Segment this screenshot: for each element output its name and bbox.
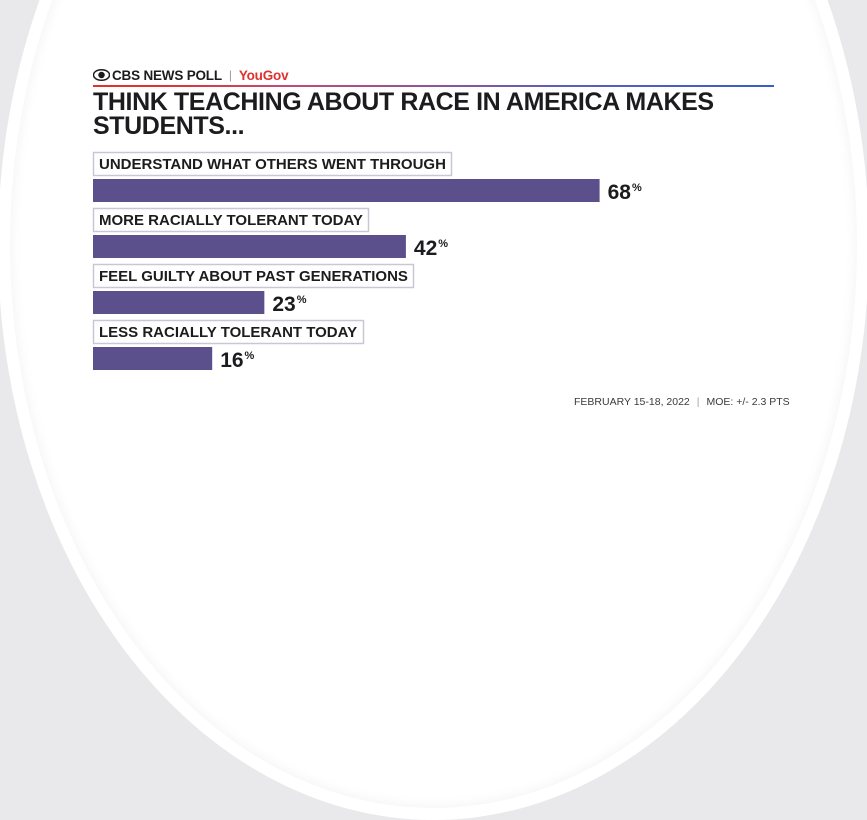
category-label-box bbox=[92, 319, 365, 345]
data-label: 68 bbox=[608, 181, 632, 204]
chart-title: THINK TEACHING ABOUT RACE IN AMERICA MAK… bbox=[93, 88, 714, 140]
brand-partner: YouGov bbox=[238, 67, 289, 83]
footer: FEBRUARY 15-18, 2022 | MOE: +/- 2.3 PTS bbox=[574, 396, 790, 408]
bar bbox=[93, 291, 265, 314]
category-label-box bbox=[92, 207, 370, 233]
category-label-box bbox=[92, 151, 453, 177]
brand-header: CBS NEWS POLL | YouGov bbox=[93, 66, 289, 84]
bar bbox=[93, 179, 600, 202]
cbs-eye-icon bbox=[93, 69, 110, 81]
footer-moe: MOE: +/- 2.3 PTS bbox=[706, 396, 790, 408]
category-label: FEEL GUILTY ABOUT PAST GENERATIONS bbox=[99, 268, 408, 285]
data-label: 16 bbox=[220, 349, 243, 372]
bar bbox=[93, 347, 213, 370]
data-label-suffix: % bbox=[297, 294, 307, 306]
data-label-suffix: % bbox=[438, 238, 448, 250]
brand-separator: | bbox=[228, 68, 232, 82]
data-label-suffix: % bbox=[245, 350, 255, 362]
category-label-box bbox=[92, 263, 415, 289]
bar-chart: UNDERSTAND WHAT OTHERS WENT THROUGH 68 % MO… bbox=[92, 151, 642, 372]
data-label-suffix: % bbox=[632, 182, 642, 194]
footer-date: FEBRUARY 15-18, 2022 bbox=[574, 396, 690, 408]
category-label: UNDERSTAND WHAT OTHERS WENT THROUGH bbox=[99, 156, 446, 173]
category-label: LESS RACIALLY TOLERANT TODAY bbox=[99, 324, 357, 341]
data-label: 23 bbox=[272, 293, 295, 316]
brand-name: CBS NEWS POLL bbox=[112, 67, 222, 83]
footer-separator: | bbox=[696, 396, 700, 408]
bar bbox=[93, 235, 406, 258]
data-label: 42 bbox=[414, 237, 437, 260]
header-rule bbox=[93, 85, 774, 87]
category-label: MORE RACIALLY TOLERANT TODAY bbox=[99, 212, 363, 229]
